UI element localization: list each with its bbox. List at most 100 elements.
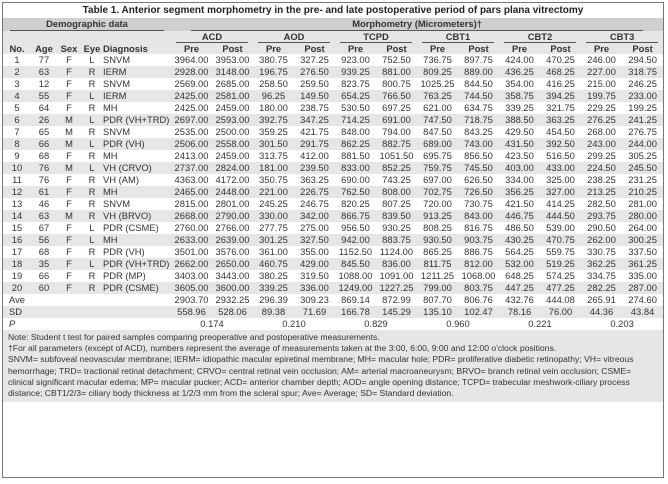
table-cell: 181.00 bbox=[253, 162, 294, 174]
table-cell: 430.25 bbox=[499, 234, 540, 246]
table-cell: 394.25 bbox=[540, 90, 581, 102]
table-cell: 431.50 bbox=[499, 138, 540, 150]
table-cell: 447.25 bbox=[499, 282, 540, 294]
table-cell: 930.25 bbox=[382, 222, 411, 233]
table-cell: 2593.00 bbox=[212, 114, 253, 126]
table-cell: 794.00 bbox=[382, 126, 411, 137]
table-cell: 224.50 bbox=[581, 162, 622, 174]
table-cell: 816.75 bbox=[464, 222, 493, 233]
p-value: 0.203 bbox=[610, 318, 634, 329]
table-cell: 199.25 bbox=[628, 102, 657, 113]
table-cell: 762.50 bbox=[335, 186, 376, 198]
sd-value: 89.38 bbox=[253, 306, 294, 318]
col-header-age: Age bbox=[31, 43, 57, 54]
table-cell: 9 bbox=[14, 150, 20, 161]
table-cell: 2413.00 bbox=[174, 150, 209, 161]
table-cell: 412.00 bbox=[300, 150, 329, 161]
table-row: 1 77 F L SNVM 3964.00 3953.00 380.75 327.25 923.0… bbox=[3, 54, 663, 66]
table-cell: 2928.00 bbox=[171, 66, 212, 78]
table-cell: L bbox=[81, 258, 103, 270]
table-cell: 2 bbox=[3, 66, 31, 78]
sd-value: 528.06 bbox=[212, 306, 253, 318]
table-cell: R bbox=[88, 102, 96, 113]
diagnosis-cell: MH bbox=[103, 234, 171, 246]
table-cell: 823.75 bbox=[341, 78, 370, 89]
table-cell: 325.00 bbox=[546, 174, 575, 185]
table-cell: 1091.00 bbox=[379, 270, 414, 281]
table-cell: 3576.00 bbox=[215, 246, 250, 257]
table-cell: 519.25 bbox=[540, 258, 581, 270]
table-cell: R bbox=[81, 66, 103, 78]
col-header-post: Post bbox=[622, 43, 664, 54]
table-cell: 714.25 bbox=[335, 114, 376, 126]
table-cell: 421.50 bbox=[505, 198, 534, 209]
table-cell: 60 bbox=[31, 282, 57, 294]
table-row: 5 64 F R MH 2425.00 2459.00 180.00 238.75 530.50 6… bbox=[3, 102, 663, 114]
group-header-tcpd: TCPD bbox=[335, 31, 417, 43]
table-cell: 277.75 bbox=[259, 222, 288, 233]
sd-value: 166.78 bbox=[335, 306, 376, 318]
table-cell: 300.25 bbox=[622, 234, 664, 246]
table-cell: 96.25 bbox=[253, 90, 294, 102]
table-cell: 180.00 bbox=[259, 102, 288, 113]
diagnosis-cell: MH bbox=[103, 102, 118, 113]
table-cell: 5 bbox=[14, 102, 20, 113]
col-header-diagnosis: Diagnosis bbox=[103, 43, 171, 54]
table-cell: 539.00 bbox=[546, 222, 575, 233]
diagnosis-cell: VH (CRVO) bbox=[103, 162, 171, 174]
table-cell: 14 bbox=[3, 210, 31, 222]
ave-value: 444.08 bbox=[546, 294, 575, 305]
table-cell: 76 bbox=[31, 162, 57, 174]
table-cell: 19 bbox=[11, 270, 23, 281]
table-cell: 66 bbox=[31, 138, 57, 150]
table-cell: 2425.00 bbox=[171, 90, 212, 102]
group-header-cbt2: CBT2 bbox=[499, 31, 581, 43]
table-cell: 330.75 bbox=[587, 246, 616, 257]
table-cell: 276.25 bbox=[581, 114, 622, 126]
table-cell: 1 bbox=[14, 54, 20, 65]
table-cell: 648.25 bbox=[505, 270, 534, 281]
table-cell: 337.50 bbox=[628, 246, 657, 257]
p-value: 0.829 bbox=[364, 318, 388, 329]
table-cell: R bbox=[81, 186, 103, 198]
table-row: 17 68 F R PDR (VH) 3501.00 3576.00 361.00 355.00… bbox=[3, 246, 663, 258]
table-cell: 2500.00 bbox=[215, 126, 250, 137]
table-row: 7 65 M R SNVM 2535.00 2500.00 359.25 421.75 848.0… bbox=[3, 126, 663, 138]
table-cell: 956.50 bbox=[341, 222, 370, 233]
table-row: 14 63 M R VH (BRVO) 2668.00 2790.00 330.00 342.0… bbox=[3, 210, 664, 222]
table-cell: 654.25 bbox=[335, 90, 376, 102]
table-cell: 843.25 bbox=[464, 126, 493, 137]
table-row: 4 55 F L IERM 2425.00 2581.00 96.25 149.50 654.25… bbox=[3, 90, 664, 102]
ave-value: 432.76 bbox=[505, 294, 534, 305]
table-cell: 807.25 bbox=[382, 198, 411, 209]
sd-value: 145.29 bbox=[376, 306, 417, 318]
table-cell: R bbox=[88, 174, 96, 185]
table-cell: 246.00 bbox=[587, 54, 616, 65]
group-label: CBT1 bbox=[421, 31, 495, 43]
table-cell: 889.00 bbox=[458, 66, 499, 78]
group-header-aod: AOD bbox=[253, 31, 335, 43]
table-cell: 1211.25 bbox=[420, 270, 455, 281]
table-cell: 276.75 bbox=[628, 126, 657, 137]
table-cell: 335.00 bbox=[628, 270, 657, 281]
table-cell: 2459.00 bbox=[215, 150, 250, 161]
table-cell: R bbox=[88, 198, 96, 209]
table-cell: F bbox=[57, 66, 81, 78]
diagnosis-cell: PDR (VH+TRD) bbox=[103, 114, 171, 126]
table-cell: 2465.00 bbox=[171, 186, 212, 198]
table-cell: 18 bbox=[3, 258, 31, 270]
table-cell: 56 bbox=[31, 234, 57, 246]
table-cell: 800.75 bbox=[382, 78, 411, 89]
table-cell: 403.00 bbox=[499, 162, 540, 174]
table-cell: 852.25 bbox=[376, 162, 417, 174]
table-cell: 564.25 bbox=[505, 246, 534, 257]
table-cell: 55 bbox=[31, 90, 57, 102]
table-cell: 239.50 bbox=[294, 162, 335, 174]
blank-header bbox=[3, 31, 171, 43]
table-cell: 3964.00 bbox=[174, 54, 209, 65]
diagnosis-cell: PDR (CSME) bbox=[103, 282, 171, 294]
table-cell: 718.75 bbox=[458, 114, 499, 126]
table-cell: 836.00 bbox=[376, 258, 417, 270]
table-cell: 2535.00 bbox=[174, 126, 209, 137]
table-cell: 881.50 bbox=[341, 150, 370, 161]
